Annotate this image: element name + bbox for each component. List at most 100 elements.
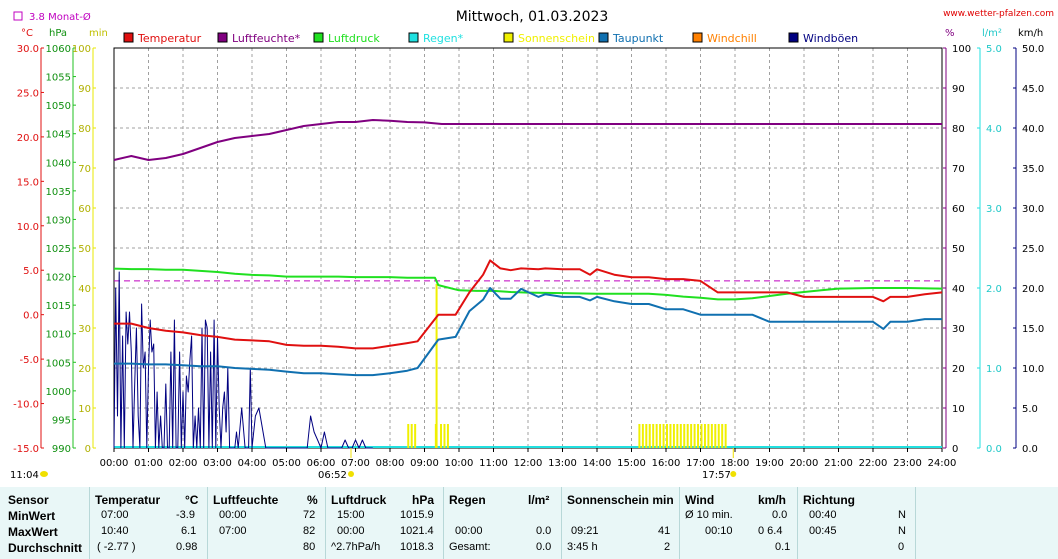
- direction-value: N: [898, 509, 906, 521]
- header-sensor: Sensor: [8, 493, 49, 507]
- sunshine-bar: [693, 424, 696, 448]
- header-rain: Regen: [449, 493, 486, 507]
- direction-time: 00:45: [809, 525, 837, 537]
- header-pressure-unit: hPa: [412, 493, 435, 507]
- temp-time: 10:40: [101, 525, 129, 537]
- wind-tick-label: 0.0: [1022, 444, 1038, 455]
- legend-label: Temperatur: [137, 32, 202, 45]
- legend-label: Windchill: [707, 32, 757, 45]
- weather-chart: Mittwoch, 01.03.2023 www.wetter-pfalzen.…: [10, 9, 1054, 481]
- legend-swatch: [123, 32, 134, 43]
- wind-value: 0.1: [775, 541, 791, 553]
- luftdruck-series-line: [113, 267, 943, 301]
- row-label: Durchschnitt: [8, 541, 83, 555]
- sunshine-bar: [697, 424, 700, 448]
- sunshine-bar: [655, 424, 658, 448]
- average-swatch: [13, 11, 23, 21]
- legend-label: Windböen: [803, 32, 858, 45]
- x-tick-label: 07:00: [341, 458, 370, 469]
- sunshine-bar: [686, 424, 689, 448]
- x-tick-label: 23:00: [893, 458, 922, 469]
- temp-tick-label: 5.0: [23, 266, 39, 277]
- col-divider: [561, 487, 562, 559]
- x-tick-label: 09:00: [410, 458, 439, 469]
- header-sunshine: Sonnenschein min: [567, 493, 674, 507]
- pressure-tick-label: 1025: [46, 244, 71, 255]
- x-tick-label: 05:00: [272, 458, 301, 469]
- sun-tick-label: 100: [72, 44, 91, 55]
- daylength-label: 11:04: [10, 470, 39, 481]
- sunshine-bar: [662, 424, 665, 448]
- temp-tick-label: 30.0: [17, 44, 39, 55]
- sun-value: 41: [658, 525, 671, 537]
- rain-time: Gesamt:: [449, 541, 491, 553]
- legend-swatch: [788, 32, 799, 43]
- statistics-table: Sensor Temperatur °C Luftfeuchte % Luftd…: [0, 487, 1058, 559]
- humidity-tick-label: 60: [952, 204, 965, 215]
- pressure-tick-label: 1010: [46, 330, 71, 341]
- x-tick-label: 02:00: [169, 458, 198, 469]
- humidity-tick-label: 20: [952, 364, 965, 375]
- sunshine-bar: [721, 424, 724, 448]
- daylength-sun-icon: [40, 471, 48, 477]
- x-tick-label: 12:00: [514, 458, 543, 469]
- sunshine-bar: [707, 424, 710, 448]
- x-tick-label: 01:00: [134, 458, 163, 469]
- pressure-tick-label: 1060: [46, 44, 71, 55]
- sunshine-bar: [717, 424, 720, 448]
- legend-swatch: [217, 32, 228, 43]
- humidity-tick-label: 70: [952, 164, 965, 175]
- wind-tick-label: 10.0: [1022, 364, 1044, 375]
- windböen-series-line: [113, 271, 373, 449]
- sunrise-label: 06:52: [318, 470, 347, 481]
- pressure-tick-label: 1035: [46, 187, 71, 198]
- source-link[interactable]: www.wetter-pfalzen.com: [943, 9, 1054, 19]
- pressure-tick-label: 1040: [46, 158, 71, 169]
- wind-value: 0 6.4: [758, 525, 783, 537]
- wind-unit: km/h: [1018, 28, 1043, 39]
- humidity-tick-label: 0: [952, 444, 958, 455]
- x-axis: 00:00 01:00 02:00 03:00 04:00 05:00 06:00 07:00…: [100, 448, 956, 477]
- sun-icon: [730, 471, 737, 477]
- humidity-tick-label: 10: [952, 404, 965, 415]
- luftfeuchte-series-line: [113, 119, 942, 161]
- sun-tick-label: 90: [78, 84, 91, 95]
- temp-tick-label: 25.0: [17, 88, 39, 99]
- pressure-tick-label: 1015: [46, 301, 71, 312]
- x-tick-label: 16:00: [652, 458, 681, 469]
- chart-title: Mittwoch, 01.03.2023: [456, 9, 609, 25]
- rain-tick-label: 3.0: [986, 204, 1002, 215]
- legend-swatch: [313, 32, 324, 43]
- sunshine-bar: [641, 424, 644, 448]
- sun-tick-label: 20: [78, 364, 91, 375]
- sunshine-bar: [440, 424, 443, 448]
- temp-tick-label: -10.0: [13, 400, 39, 411]
- wind-time: Ø 10 min.: [685, 509, 733, 521]
- sun-icon: [348, 471, 355, 477]
- row-label: MinWert: [8, 509, 56, 523]
- sunshine-bar: [714, 424, 717, 448]
- x-tick-label: 08:00: [376, 458, 405, 469]
- pressure-tick-label: 1045: [46, 130, 71, 141]
- temp-unit: °C: [21, 28, 33, 39]
- temp-tick-label: -5.0: [19, 355, 39, 366]
- sunshine-bar: [648, 424, 651, 448]
- sunshine-bar: [672, 424, 675, 448]
- humidity-tick-label: 40: [952, 284, 965, 295]
- temp-value: -3.9: [176, 509, 195, 521]
- header-temp-unit: °C: [185, 493, 199, 507]
- humidity-unit: %: [945, 28, 955, 39]
- x-tick-label: 06:00: [307, 458, 336, 469]
- pressure-unit: hPa: [49, 28, 67, 39]
- x-tick-label: 18:00: [721, 458, 750, 469]
- humidity-tick-label: 30: [952, 324, 965, 335]
- temp-tick-label: 15.0: [17, 177, 39, 188]
- col-divider: [443, 487, 444, 559]
- temp-value: 0.98: [176, 541, 198, 553]
- sun-tick-label: 60: [78, 204, 91, 215]
- rain-time: 00:00: [455, 525, 483, 537]
- sunshine-bar: [676, 424, 679, 448]
- legend-swatch: [692, 32, 703, 43]
- x-tick-label: 04:00: [238, 458, 267, 469]
- temp-tick-label: -15.0: [13, 444, 39, 455]
